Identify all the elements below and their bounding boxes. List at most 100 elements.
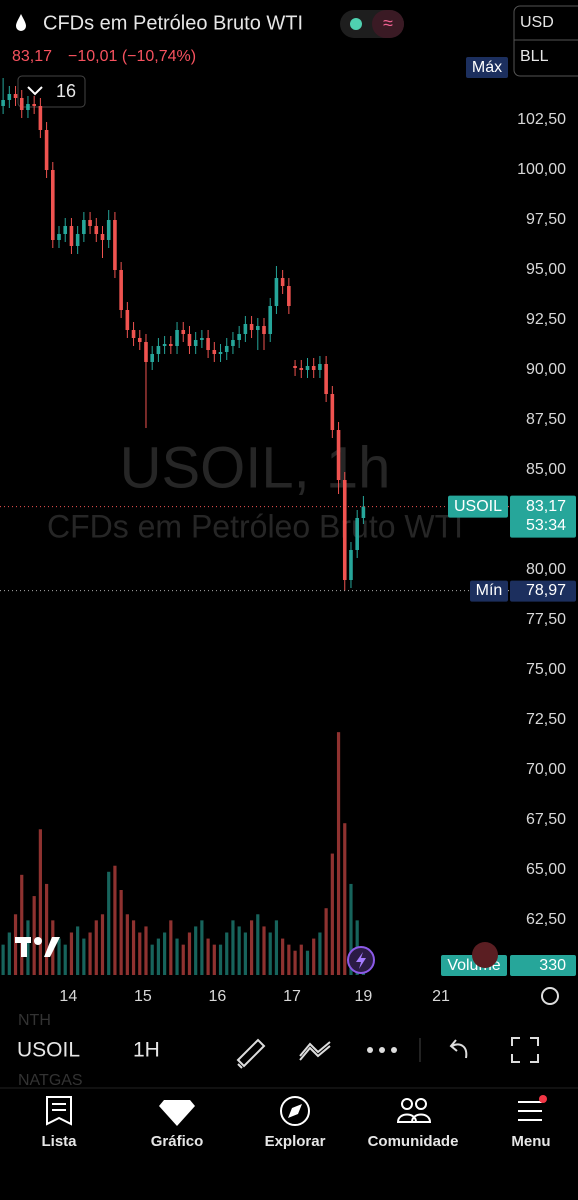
volume-bar xyxy=(69,932,74,975)
candle-body xyxy=(38,106,43,130)
volume-bar xyxy=(32,896,36,975)
indicators-icon[interactable] xyxy=(299,1041,331,1061)
max-label-box xyxy=(466,57,508,78)
nav-icon[interactable] xyxy=(396,1098,432,1123)
volume-bar xyxy=(163,932,167,975)
nav-label[interactable]: Explorar xyxy=(265,1133,326,1150)
candle-body xyxy=(113,220,117,270)
candle-body xyxy=(287,286,291,306)
y-tick-label: 92,50 xyxy=(526,311,566,328)
volume-pane xyxy=(1,732,365,975)
interval-count[interactable]: 16 xyxy=(56,81,76,101)
candle-body xyxy=(82,220,86,234)
volume-bar xyxy=(156,938,161,975)
candle-body xyxy=(324,364,328,394)
settings-icon[interactable] xyxy=(541,987,559,1005)
delay-badge xyxy=(372,10,404,38)
currency-box[interactable] xyxy=(513,5,578,77)
chevron-icon xyxy=(27,86,43,96)
undo-icon[interactable] xyxy=(449,1039,468,1059)
min-label: Mín xyxy=(476,582,503,599)
volume-bar xyxy=(150,944,154,975)
volume-bar xyxy=(281,938,285,975)
draw-icon[interactable] xyxy=(236,1038,266,1069)
volume-bar xyxy=(57,938,61,975)
toolbar-interval[interactable]: 1H xyxy=(133,1039,160,1062)
candle-body xyxy=(69,226,74,246)
volume-bar xyxy=(206,938,210,975)
y-tick-label: 72,50 xyxy=(526,711,566,728)
candle-body xyxy=(57,234,61,240)
candle-body xyxy=(336,430,341,480)
y-tick-label: 77,50 xyxy=(526,611,566,628)
candle-body xyxy=(187,334,192,346)
volume-bar xyxy=(194,926,198,975)
candle-body xyxy=(349,550,353,580)
symbol-label: USOIL xyxy=(454,498,502,515)
volume-bar xyxy=(144,926,148,975)
unit[interactable]: BLL xyxy=(520,48,549,65)
volume-bar xyxy=(76,926,80,975)
candle-body xyxy=(63,226,68,234)
candle-body xyxy=(268,306,273,334)
volume-bar xyxy=(237,926,241,975)
y-tick-label: 80,00 xyxy=(526,561,566,578)
min-price-box xyxy=(510,580,576,602)
toolbar-symbol[interactable]: USOIL xyxy=(17,1039,80,1062)
nav-icon[interactable] xyxy=(518,1101,542,1121)
candle-body xyxy=(125,310,130,330)
y-tick-label: 62,50 xyxy=(526,911,566,928)
volume-bar xyxy=(318,932,322,975)
price-label: 83,17 xyxy=(526,498,566,515)
volume-bar xyxy=(88,932,92,975)
candle-body xyxy=(44,130,49,170)
candle-body xyxy=(106,220,111,240)
more-icon[interactable] xyxy=(367,1047,397,1053)
interval-button[interactable] xyxy=(17,75,86,108)
candle-body xyxy=(305,366,310,370)
fullscreen-icon[interactable] xyxy=(511,1037,539,1063)
nav-label[interactable]: Comunidade xyxy=(368,1133,459,1150)
last-price: 83,17 xyxy=(12,48,52,65)
x-tick-label: 16 xyxy=(209,988,227,1005)
y-tick-label: 90,00 xyxy=(526,361,566,378)
candle-body xyxy=(342,480,347,580)
nav-label[interactable]: Lista xyxy=(41,1133,77,1150)
nav-icon[interactable] xyxy=(280,1096,310,1126)
candle-body xyxy=(100,234,105,240)
volume-bar xyxy=(1,944,5,975)
nav-icon[interactable] xyxy=(159,1100,195,1126)
min-label-box xyxy=(470,580,508,602)
currency[interactable]: USD xyxy=(520,14,554,31)
notification-dot xyxy=(539,1095,547,1103)
symbol-title[interactable]: CFDs em Petróleo Bruto WTI xyxy=(43,12,303,34)
volume-bar xyxy=(343,823,347,975)
plot: 62,50 65,00 67,50 70,00 72,50 75,00 77,50 80,00… xyxy=(1,78,566,1005)
nav-label[interactable]: Gráfico xyxy=(151,1133,204,1150)
countdown: 53:34 xyxy=(526,517,566,534)
candle-body xyxy=(200,338,204,340)
volume-bar xyxy=(324,908,328,975)
candle-body xyxy=(13,94,18,98)
candle-body xyxy=(162,344,167,346)
flag-button[interactable] xyxy=(472,942,498,968)
nav-icon[interactable] xyxy=(46,1096,72,1126)
volume-bar xyxy=(7,932,11,975)
volume-bar xyxy=(119,890,123,975)
candle-body xyxy=(218,352,223,354)
nav-label[interactable]: Menu xyxy=(511,1133,550,1150)
volume-bar xyxy=(82,938,86,975)
candle-body xyxy=(94,226,99,234)
y-tick-label: 65,00 xyxy=(526,861,566,878)
candle-body xyxy=(119,270,123,310)
volume-bar xyxy=(218,944,223,975)
volume-bar xyxy=(262,926,266,975)
watchlist-hint: NTH xyxy=(18,1012,51,1029)
candle-body xyxy=(88,220,92,226)
y-tick-label: 97,50 xyxy=(526,211,566,228)
candle-body xyxy=(212,350,217,354)
